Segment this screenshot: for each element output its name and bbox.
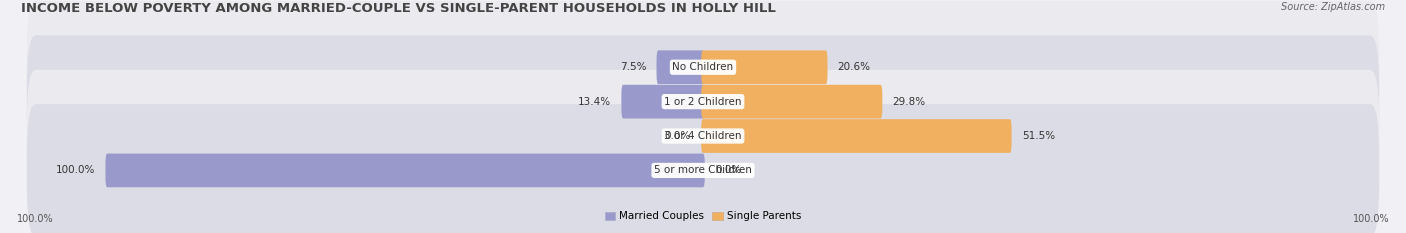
FancyBboxPatch shape: [702, 119, 1011, 153]
Text: 7.5%: 7.5%: [620, 62, 647, 72]
FancyBboxPatch shape: [27, 35, 1379, 168]
FancyBboxPatch shape: [105, 154, 704, 187]
Text: 100.0%: 100.0%: [17, 214, 53, 224]
Text: 1 or 2 Children: 1 or 2 Children: [664, 97, 742, 107]
FancyBboxPatch shape: [702, 50, 828, 84]
Legend: Married Couples, Single Parents: Married Couples, Single Parents: [600, 207, 806, 226]
FancyBboxPatch shape: [27, 104, 1379, 233]
FancyBboxPatch shape: [702, 85, 883, 119]
FancyBboxPatch shape: [27, 70, 1379, 202]
Text: 0.0%: 0.0%: [665, 131, 692, 141]
Text: 29.8%: 29.8%: [893, 97, 925, 107]
Text: 13.4%: 13.4%: [578, 97, 612, 107]
Text: No Children: No Children: [672, 62, 734, 72]
Text: 100.0%: 100.0%: [1353, 214, 1389, 224]
FancyBboxPatch shape: [657, 50, 704, 84]
Text: 100.0%: 100.0%: [56, 165, 96, 175]
Text: INCOME BELOW POVERTY AMONG MARRIED-COUPLE VS SINGLE-PARENT HOUSEHOLDS IN HOLLY H: INCOME BELOW POVERTY AMONG MARRIED-COUPL…: [21, 2, 776, 15]
Text: Source: ZipAtlas.com: Source: ZipAtlas.com: [1281, 2, 1385, 12]
FancyBboxPatch shape: [621, 85, 704, 119]
Text: 5 or more Children: 5 or more Children: [654, 165, 752, 175]
Text: 3 or 4 Children: 3 or 4 Children: [664, 131, 742, 141]
Text: 51.5%: 51.5%: [1022, 131, 1054, 141]
Text: 0.0%: 0.0%: [714, 165, 741, 175]
FancyBboxPatch shape: [27, 1, 1379, 134]
Text: 20.6%: 20.6%: [838, 62, 870, 72]
